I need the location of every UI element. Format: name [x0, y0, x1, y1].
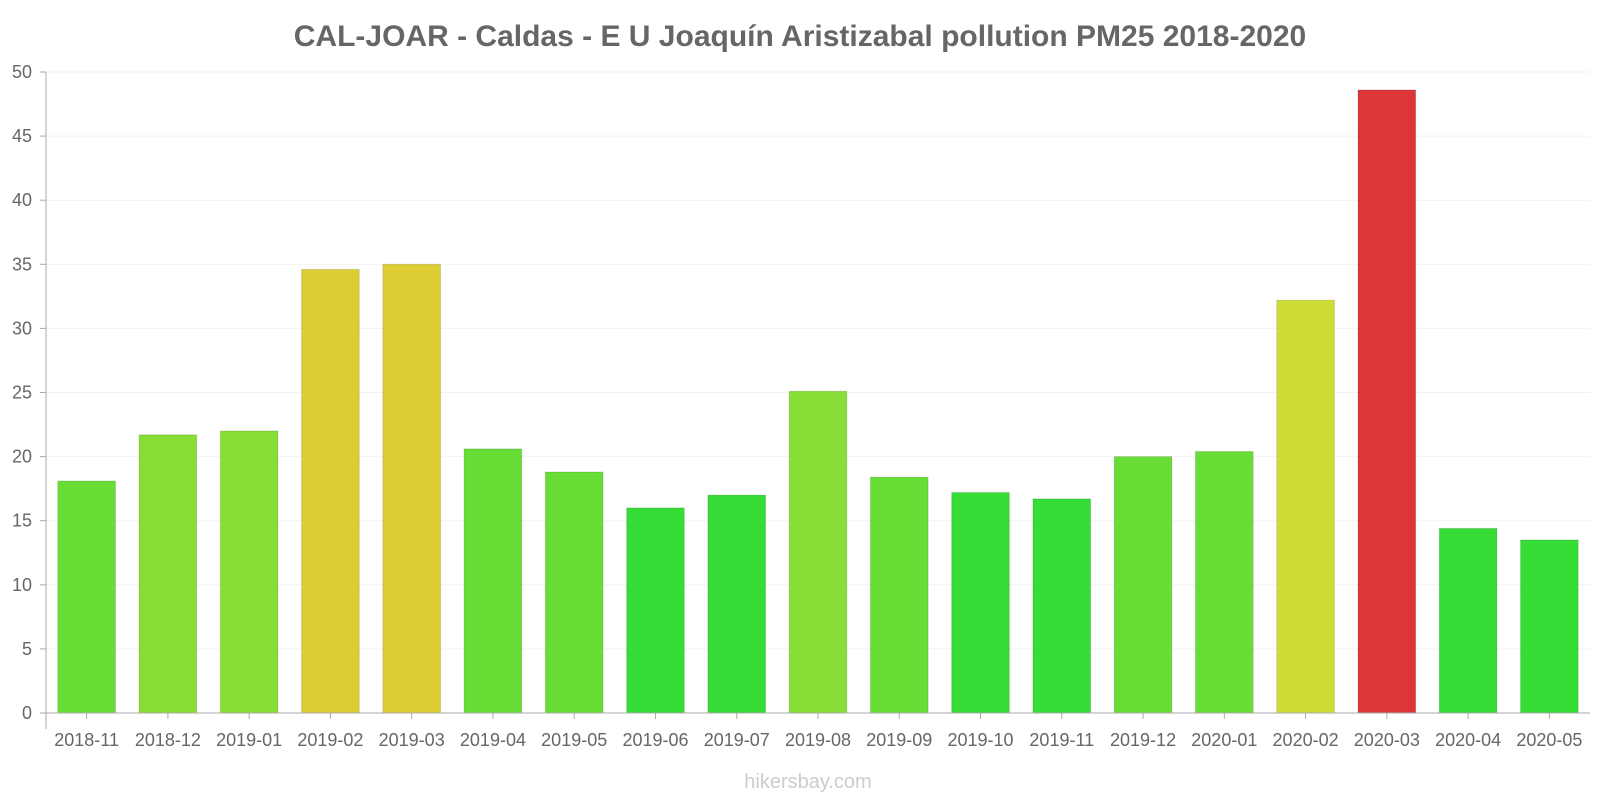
y-tick-label: 0 — [22, 703, 32, 723]
x-tick-label: 2019-10 — [947, 730, 1013, 750]
bar-2018-12 — [138, 434, 198, 714]
x-tick-label: 2019-01 — [216, 730, 282, 750]
bar-2019-05 — [544, 471, 604, 714]
bar-2019-10 — [951, 491, 1010, 714]
x-tick-label: 2020-02 — [1273, 730, 1339, 750]
x-tick-label: 2019-08 — [785, 730, 851, 750]
y-tick-label: 40 — [12, 190, 32, 210]
bar-2019-04 — [463, 448, 523, 714]
x-tick-label: 2019-06 — [622, 730, 688, 750]
x-tick-label: 2019-07 — [704, 730, 770, 750]
bar-2019-02 — [301, 268, 360, 714]
bar-2019-06 — [626, 507, 685, 714]
y-tick-label: 25 — [12, 383, 32, 403]
x-axis-ticks: 2018-11 2018-12 2019-01 2019-02 2019-03 2019-… — [54, 713, 1582, 750]
x-tick-label: 2019-09 — [866, 730, 932, 750]
x-tick-label: 2019-03 — [379, 730, 445, 750]
x-tick-label: 2020-01 — [1191, 730, 1257, 750]
y-tick-label: 5 — [22, 639, 32, 659]
bar-2020-03 — [1357, 89, 1417, 714]
bar-2019-01 — [219, 430, 279, 714]
bar-2019-12 — [1113, 456, 1173, 714]
x-tick-label: 2018-12 — [135, 730, 201, 750]
bar-2020-02 — [1276, 299, 1335, 714]
x-tick-label: 2019-05 — [541, 730, 607, 750]
x-tick-label: 2019-02 — [297, 730, 363, 750]
bar-2020-01 — [1194, 450, 1254, 714]
x-tick-label: 2018-11 — [54, 730, 119, 750]
bar-2019-08 — [788, 390, 848, 714]
bars — [57, 89, 1579, 714]
y-tick-label: 35 — [12, 254, 32, 274]
x-tick-label: 2019-11 — [1029, 730, 1094, 750]
x-tick-label: 2020-05 — [1516, 730, 1582, 750]
x-tick-label: 2020-03 — [1354, 730, 1420, 750]
y-tick-label: 10 — [12, 575, 32, 595]
bar-2020-05 — [1520, 539, 1579, 714]
x-tick-label: 2019-12 — [1110, 730, 1176, 750]
y-tick-label: 50 — [12, 62, 32, 82]
bar-2019-03 — [382, 263, 442, 714]
x-tick-label: 2020-04 — [1435, 730, 1501, 750]
bar-2020-04 — [1438, 527, 1498, 714]
y-tick-label: 15 — [12, 511, 32, 531]
bar-2018-11 — [57, 480, 116, 714]
bar-2019-11 — [1032, 498, 1092, 714]
y-axis-ticks: 0 5 10 15 20 25 30 35 40 45 50 — [12, 62, 46, 723]
bar-2019-07 — [707, 494, 767, 714]
y-tick-label: 45 — [12, 126, 32, 146]
bar-2019-09 — [869, 476, 929, 714]
chart-title: CAL-JOAR - Caldas - E U Joaquín Aristiza… — [294, 20, 1306, 53]
watermark: hikersbay.com — [744, 771, 871, 793]
y-tick-label: 30 — [12, 318, 32, 338]
x-tick-label: 2019-04 — [460, 730, 526, 750]
y-tick-label: 20 — [12, 447, 32, 467]
